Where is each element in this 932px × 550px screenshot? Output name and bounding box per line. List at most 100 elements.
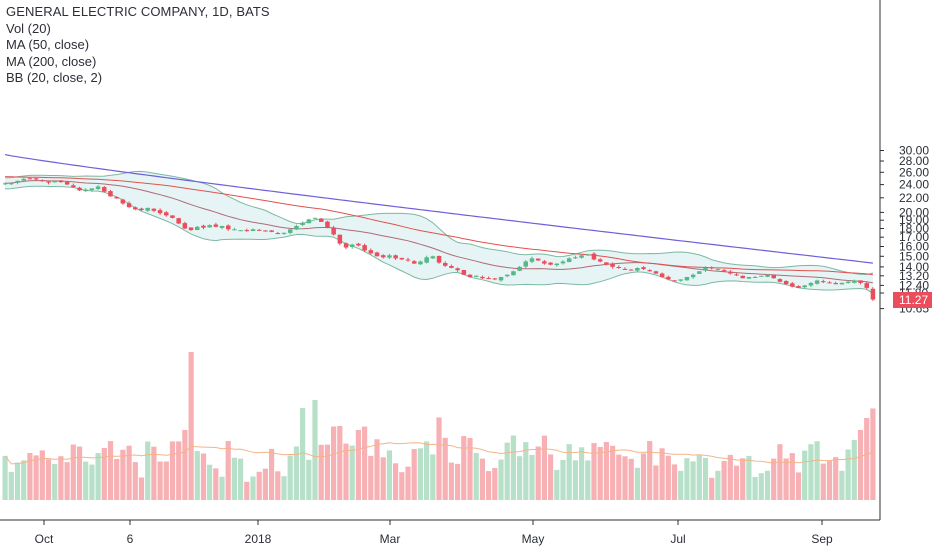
candle-body [777,279,783,282]
volume-bar [448,462,454,500]
volume-bar [634,467,640,500]
volume-bar [374,439,380,500]
candle-body [858,280,863,283]
volume-bar [411,449,417,500]
volume-bar [603,442,609,500]
legend-ma200[interactable]: MA (200, close) [6,53,97,69]
volume-bar [696,455,702,500]
candle-body [387,255,392,258]
volume-bar [244,481,250,500]
volume-bar [21,460,27,500]
volume-bar [126,445,132,500]
volume-bar [262,468,268,500]
candle-body [312,217,318,219]
candle-body [728,271,733,274]
candle-body [263,230,268,232]
volume-bar [746,455,752,500]
volume-bar [560,459,566,500]
volume-bar [442,437,448,500]
candle-body [697,271,702,274]
candle-body [176,218,181,224]
volume-bar [182,430,188,500]
candle-body [852,280,857,283]
volume-bar [417,448,423,500]
volume-bar [833,457,839,500]
volume-bar [467,438,473,500]
volume-bar [58,456,64,500]
candle-body [821,281,826,283]
volume-bar [740,458,746,500]
volume-bar [287,455,293,500]
candle-body [300,222,305,225]
volume-bar [808,444,814,500]
legend-bb[interactable]: BB (20, close, 2) [6,70,103,85]
volume-bar [52,463,58,500]
candle-body [870,288,876,300]
candle-body [672,280,677,282]
volume-bar [554,469,560,500]
candle-body [195,226,200,230]
candle-body [864,283,869,288]
candle-body [591,253,597,260]
time-tick-label: Jul [670,532,685,546]
candle-body [511,271,516,276]
volume-bar [857,430,864,500]
candle-body [659,273,665,277]
volume-bar [145,441,151,500]
volume-bar [492,468,498,500]
volume-bar [306,459,312,500]
time-tick-label: May [522,532,545,546]
candle-body [678,279,683,281]
candle-body [381,255,386,258]
price-tick-label: 22.00 [899,191,929,205]
candle-body [362,245,367,251]
price-tick-label: 18.00 [899,222,929,236]
candle-body [430,256,436,259]
volume-bar [281,476,287,500]
candle-body [622,268,628,270]
candle-body [467,274,473,277]
volume-bar [541,435,547,500]
candle-body [424,257,429,263]
candle-body [783,281,789,285]
volume-bar [771,458,777,500]
volume-bar [132,462,138,500]
volume-bar [783,458,789,500]
candle-body [554,263,559,266]
volume-bar [653,465,659,500]
candle-body [845,281,851,283]
candle-body [405,259,411,261]
candle-body [548,262,553,265]
volume-bar [795,472,802,500]
volume-bar [8,471,14,500]
candle-body [95,186,101,189]
volume-bar [504,442,510,500]
candle-body [461,270,467,275]
candle-body [275,233,281,235]
candle-body [164,212,169,216]
candle-body [709,267,714,269]
volume-bar [789,453,795,500]
volume-bar [380,457,386,500]
candle-body [350,244,355,247]
bollinger-fill [5,171,873,294]
candle-body [703,268,708,271]
candle-body [610,263,615,267]
candle-body [151,208,157,211]
candle-body [604,262,609,265]
candle-body [790,283,795,287]
candle-body [635,268,640,271]
volume-bar [169,441,176,500]
legend-ma50[interactable]: MA (50, close) [6,37,90,52]
volume-bar [591,443,597,500]
candle-body [393,255,398,259]
legend-vol[interactable]: Vol (20) [6,20,51,36]
price-tick-label: 16.00 [899,240,929,254]
candle-body [529,258,535,262]
candle-body [120,199,126,204]
volume-bar [70,444,76,500]
candle-body [690,274,696,278]
candle-body [294,226,299,230]
candle-body [170,215,175,218]
